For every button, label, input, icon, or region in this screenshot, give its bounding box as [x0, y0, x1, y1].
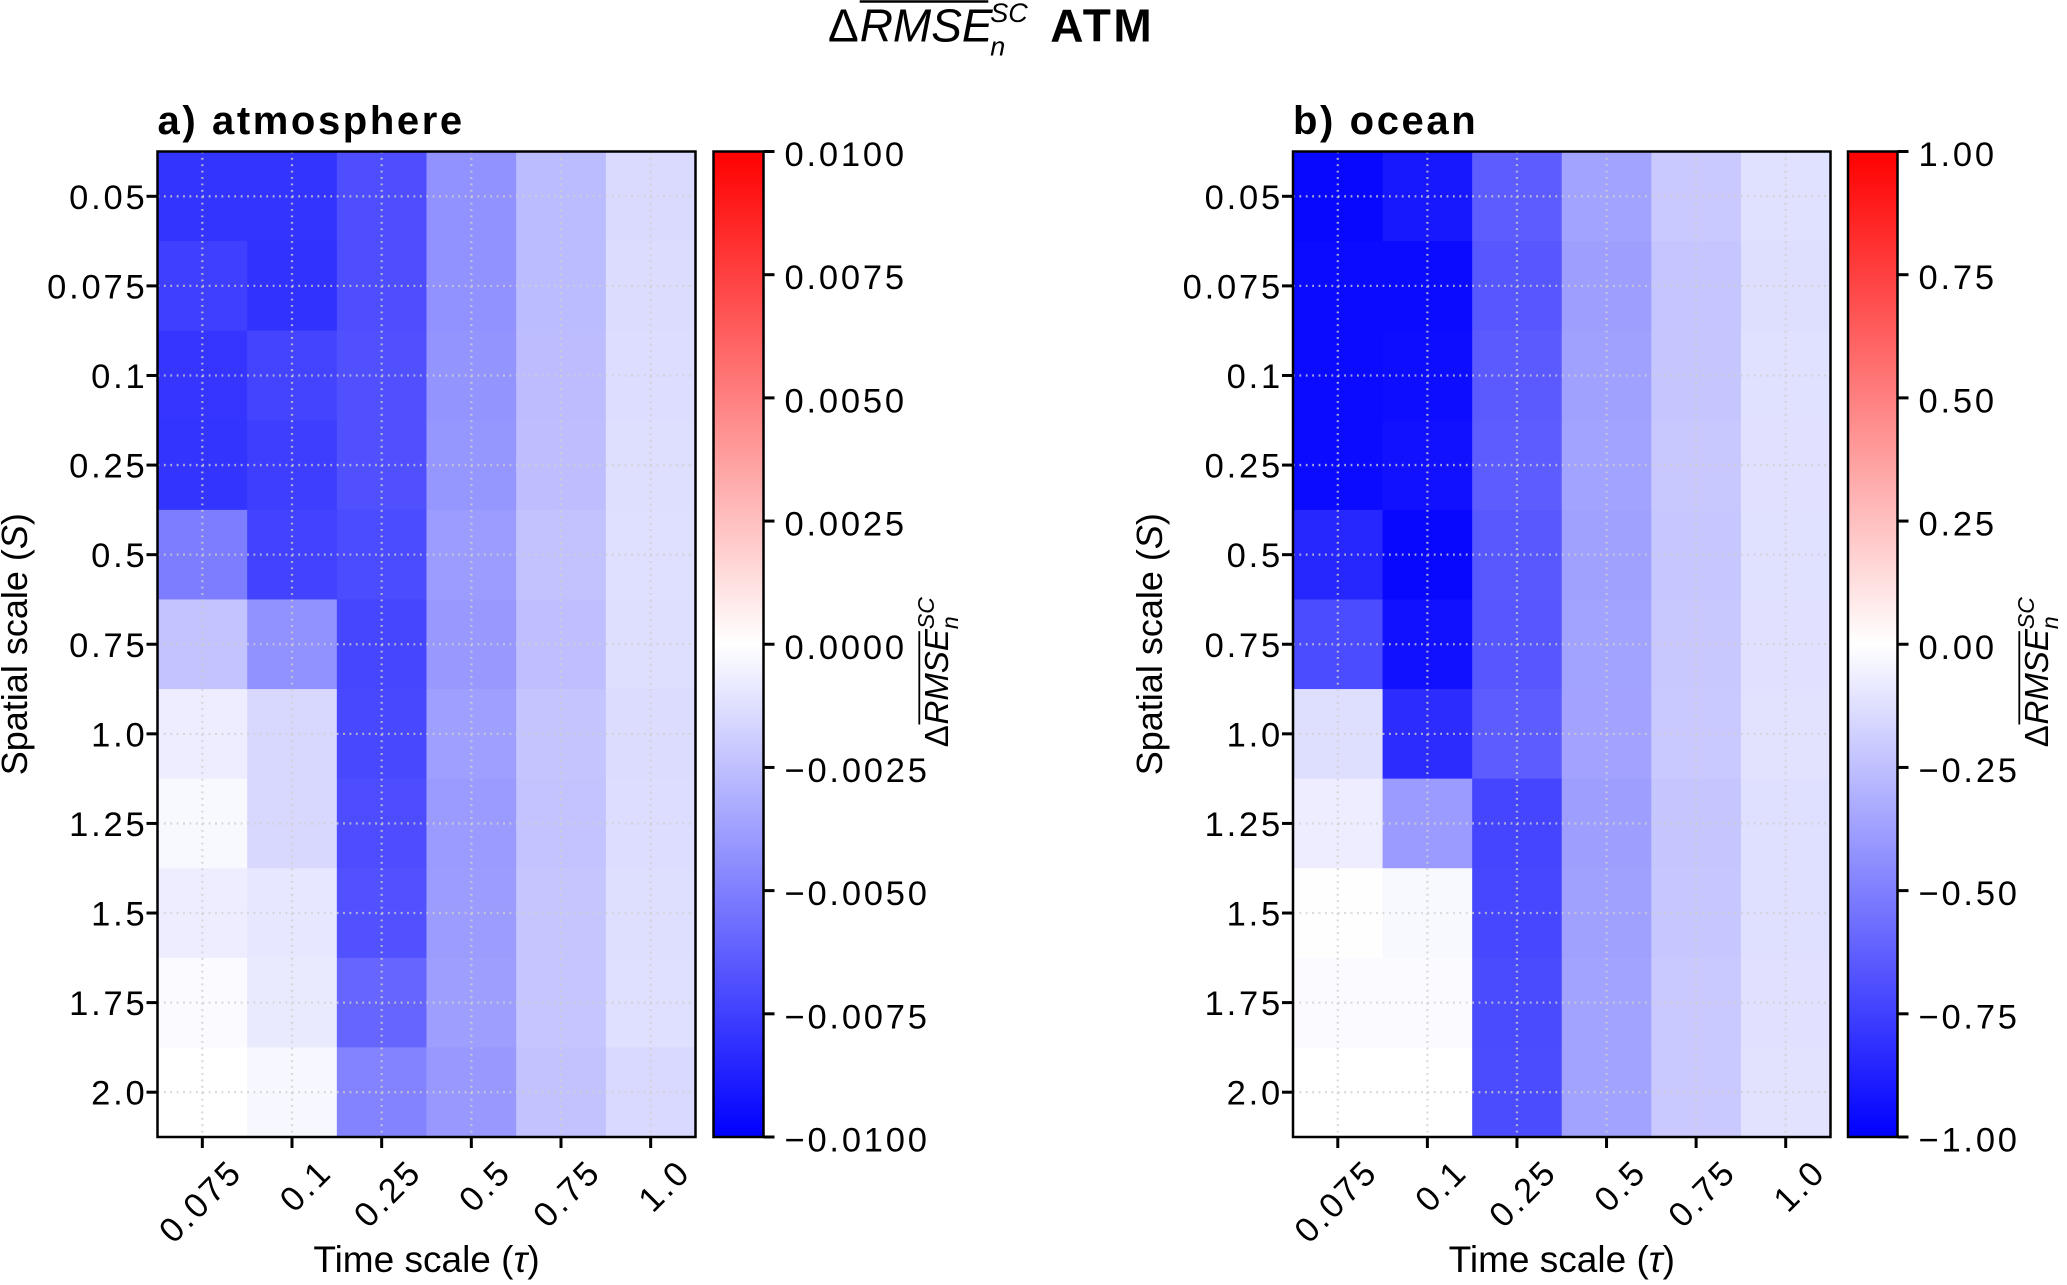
svg-text:0.05: 0.05	[69, 179, 147, 217]
svg-text:Δ: Δ	[828, 0, 859, 52]
svg-text:0.1: 0.1	[91, 358, 147, 396]
svg-text:1.75: 1.75	[1205, 985, 1283, 1023]
svg-text:2.0: 2.0	[1227, 1075, 1283, 1113]
svg-text:n: n	[990, 31, 1005, 61]
svg-text:Spatial scale (S): Spatial scale (S)	[1129, 513, 1170, 775]
svg-text:RMSE: RMSE	[918, 628, 955, 724]
svg-text:1.0: 1.0	[1227, 716, 1283, 754]
svg-text:0.5: 0.5	[1227, 537, 1283, 575]
svg-text:0.25: 0.25	[69, 448, 147, 486]
svg-text:0.25: 0.25	[1205, 448, 1283, 486]
svg-text:1.75: 1.75	[69, 985, 147, 1023]
svg-text:ATM: ATM	[1050, 0, 1154, 52]
svg-text:1.00: 1.00	[1919, 136, 1997, 174]
svg-text:0.75: 0.75	[69, 627, 147, 665]
svg-text:−0.0025: −0.0025	[785, 752, 930, 790]
svg-text:−0.0050: −0.0050	[785, 875, 930, 913]
svg-text:0.0100: 0.0100	[785, 136, 907, 174]
svg-text:0.75: 0.75	[1919, 259, 1997, 297]
svg-text:1.5: 1.5	[91, 896, 147, 934]
svg-text:Spatial scale (S): Spatial scale (S)	[0, 513, 35, 775]
svg-text:−0.0075: −0.0075	[785, 998, 930, 1036]
svg-text:1.0: 1.0	[91, 716, 147, 754]
svg-text:0.0025: 0.0025	[785, 506, 907, 544]
svg-text:Time scale (τ): Time scale (τ)	[1449, 1239, 1675, 1280]
svg-text:0.5: 0.5	[91, 537, 147, 575]
svg-text:−0.50: −0.50	[1919, 875, 2020, 913]
svg-text:0.00: 0.00	[1919, 629, 1997, 667]
svg-text:0.25: 0.25	[1919, 506, 1997, 544]
svg-text:1.25: 1.25	[1205, 806, 1283, 844]
svg-text:RMSE: RMSE	[860, 0, 994, 52]
svg-text:0.0000: 0.0000	[785, 629, 907, 667]
svg-text:0.50: 0.50	[1919, 382, 1997, 420]
svg-text:b) ocean: b) ocean	[1293, 99, 1478, 143]
svg-text:2.0: 2.0	[91, 1075, 147, 1113]
svg-text:1.25: 1.25	[69, 806, 147, 844]
svg-text:−0.0100: −0.0100	[785, 1122, 930, 1160]
svg-text:SC: SC	[2013, 597, 2039, 629]
svg-text:Δ: Δ	[918, 725, 955, 747]
svg-text:0.1: 0.1	[1227, 358, 1283, 396]
svg-text:a) atmosphere: a) atmosphere	[158, 99, 465, 143]
svg-text:0.075: 0.075	[47, 268, 147, 306]
svg-text:Time scale (τ): Time scale (τ)	[313, 1239, 539, 1280]
svg-text:−1.00: −1.00	[1919, 1122, 2020, 1160]
svg-text:0.0075: 0.0075	[785, 259, 907, 297]
svg-text:−0.75: −0.75	[1919, 998, 2020, 1036]
svg-text:n: n	[2037, 616, 2063, 629]
svg-text:SC: SC	[990, 0, 1028, 28]
svg-text:0.75: 0.75	[1205, 627, 1283, 665]
svg-text:0.0050: 0.0050	[785, 382, 907, 420]
svg-text:SC: SC	[913, 597, 939, 629]
svg-text:RMSE: RMSE	[2018, 628, 2055, 724]
svg-text:Δ: Δ	[2018, 725, 2055, 747]
svg-text:−0.25: −0.25	[1919, 752, 2020, 790]
svg-text:0.075: 0.075	[1183, 268, 1283, 306]
svg-text:0.05: 0.05	[1205, 179, 1283, 217]
svg-text:1.5: 1.5	[1227, 896, 1283, 934]
svg-text:n: n	[937, 616, 963, 629]
